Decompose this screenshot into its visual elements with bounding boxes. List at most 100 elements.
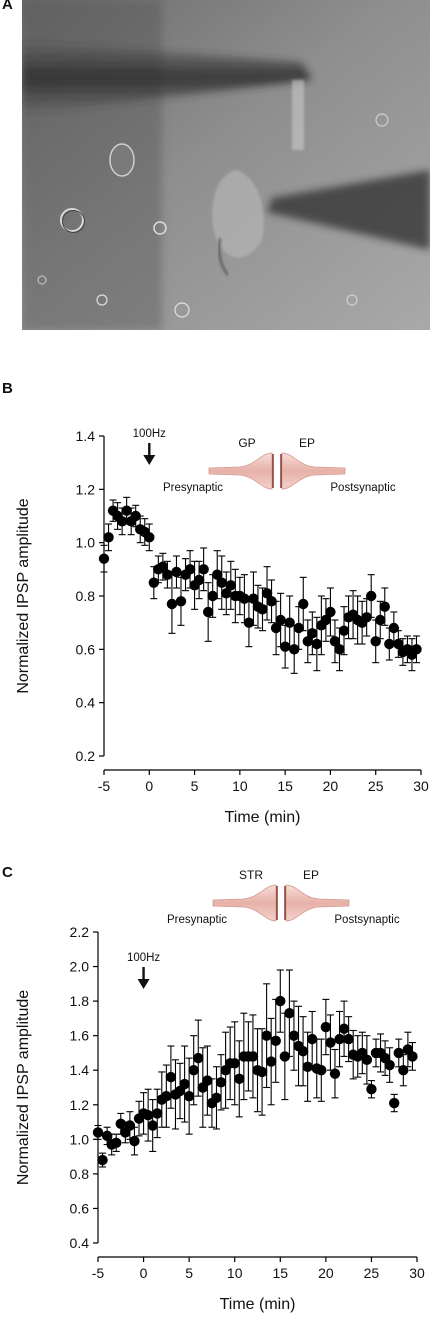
y-tick-label: 0.6 <box>76 641 96 657</box>
data-point <box>320 614 332 626</box>
data-point <box>302 636 313 647</box>
postsynaptic-label: Postsynaptic <box>330 482 395 494</box>
x-tick-label: 25 <box>368 778 384 794</box>
data-point <box>275 614 286 626</box>
data-point <box>248 593 259 604</box>
data-point <box>101 1130 113 1142</box>
data-point <box>207 590 218 602</box>
data-point <box>171 566 182 578</box>
stimulus-label: 100Hz <box>127 952 160 964</box>
data-point <box>329 1068 341 1079</box>
data-point <box>98 553 110 564</box>
x-tick-label: -5 <box>98 778 111 794</box>
y-tick-label: 1.4 <box>76 428 96 444</box>
data-point <box>124 1120 136 1131</box>
data-point <box>92 1127 104 1138</box>
data-point <box>388 622 400 634</box>
data-point <box>284 617 295 628</box>
data-point <box>157 561 169 572</box>
data-point <box>338 1023 350 1034</box>
data-point <box>320 1021 332 1033</box>
data-point <box>152 1108 163 1119</box>
data-point <box>343 1033 354 1045</box>
y-tick-label: 2.2 <box>70 924 90 940</box>
chart-b: 0.2 0.4 0.6 0.8 1.0 1.2 1.4 -5 0 5 10 15 20 25 30 Time … <box>15 428 429 826</box>
data-point <box>202 1075 213 1086</box>
data-point <box>306 1033 318 1045</box>
data-point <box>379 601 390 612</box>
data-point <box>257 604 268 615</box>
x-tick-label: 15 <box>277 778 293 794</box>
data-point <box>247 1051 259 1062</box>
stimulus-label: 100Hz <box>133 428 166 440</box>
y-axis-label: Normalized IPSP amplitude <box>15 498 32 693</box>
x-tick-label: 20 <box>323 778 339 794</box>
data-point <box>261 1030 272 1041</box>
presynaptic-region-label: GP <box>238 436 255 450</box>
x-tick-label: 0 <box>140 1265 148 1281</box>
data-point <box>411 644 422 655</box>
data-point <box>215 1077 227 1088</box>
data-point <box>144 532 155 543</box>
presynaptic-region-label: STR <box>239 870 263 882</box>
x-tick-label: -5 <box>92 1265 105 1281</box>
data-point <box>298 598 309 610</box>
data-point <box>129 1135 140 1147</box>
data-point <box>97 1154 108 1166</box>
data-point <box>198 564 209 575</box>
x-tick-label: 25 <box>364 1265 380 1281</box>
y-tick-label: 1.6 <box>70 1028 90 1044</box>
data-point <box>175 596 187 607</box>
presynaptic-terminal <box>208 452 273 490</box>
data-point <box>183 1090 195 1102</box>
x-tick-label: 20 <box>318 1265 334 1281</box>
x-tick-label: 5 <box>185 1265 193 1281</box>
x-axis-label: Time (min) <box>220 1296 296 1313</box>
x-tick-label: 30 <box>413 778 429 794</box>
x-tick-label: 10 <box>232 778 248 794</box>
y-tick-label: 1.4 <box>70 1062 90 1078</box>
postsynaptic-label: Postsynaptic <box>334 914 399 926</box>
data-point <box>334 644 345 655</box>
presynaptic-terminal <box>212 884 277 922</box>
data-point <box>279 1051 291 1062</box>
y-tick-label: 0.6 <box>70 1200 90 1216</box>
data-point <box>398 1065 409 1076</box>
data-point <box>239 593 250 604</box>
data-point <box>297 1046 309 1057</box>
stimulus-arrow-head <box>137 979 150 989</box>
data-point <box>316 1065 327 1076</box>
data-point <box>111 1137 122 1148</box>
data-point <box>384 638 395 650</box>
data-point <box>361 612 372 623</box>
data-point <box>115 1118 126 1129</box>
x-tick-label: 15 <box>272 1265 288 1281</box>
synapse-schematic: GP EP Presynaptic Postsynaptic <box>163 436 396 494</box>
y-tick-label: 1.0 <box>70 1131 90 1147</box>
panel-b-letter: B <box>2 380 13 397</box>
data-point <box>261 588 273 599</box>
y-tick-label: 0.8 <box>76 588 96 604</box>
data-point <box>221 588 232 599</box>
y-tick-label: 0.8 <box>70 1166 90 1182</box>
data-point <box>148 577 160 588</box>
data-point <box>393 1047 404 1059</box>
presynaptic-label: Presynaptic <box>163 482 223 494</box>
data-point <box>311 638 323 650</box>
data-point <box>307 628 318 639</box>
data-point <box>166 598 178 610</box>
data-point <box>334 1033 345 1045</box>
synapse-schematic: STR EP Presynaptic Postsynaptic <box>167 870 400 926</box>
data-point <box>275 995 286 1007</box>
data-point <box>103 532 114 543</box>
y-tick-label: 1.0 <box>76 535 96 551</box>
data-point <box>142 1109 154 1121</box>
data-point <box>179 1078 190 1090</box>
x-tick-label: 0 <box>145 778 153 794</box>
data-point <box>370 636 381 647</box>
data-point <box>361 1054 373 1066</box>
y-tick-label: 2.0 <box>70 959 90 975</box>
x-axis-label: Time (min) <box>225 809 301 826</box>
panel-c-letter: C <box>2 864 13 881</box>
data-point <box>229 1058 240 1069</box>
